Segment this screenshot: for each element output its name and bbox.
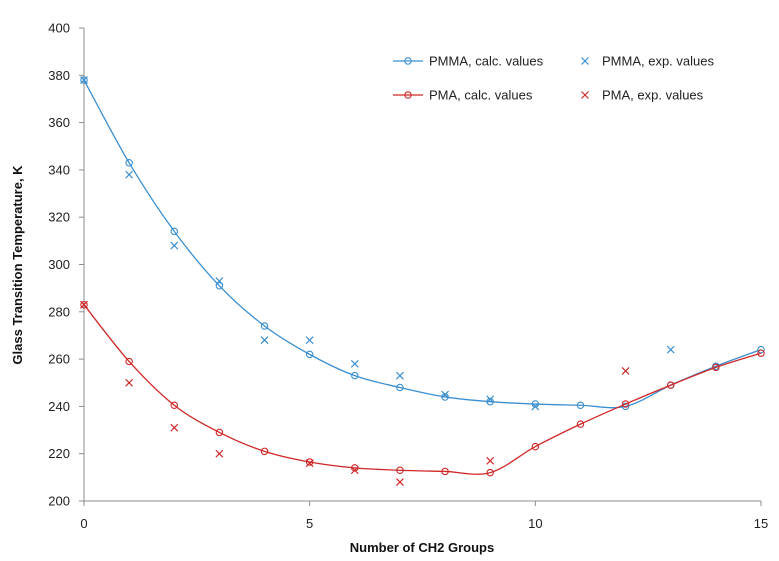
data-point-x	[125, 170, 134, 179]
data-point-circle	[712, 363, 720, 372]
data-point-x	[441, 390, 449, 399]
data-point-circle	[396, 466, 404, 475]
data-point-circle	[80, 300, 88, 309]
data-point-x	[125, 378, 134, 387]
legend-marker	[581, 91, 589, 99]
series-3	[80, 300, 765, 477]
data-point-circle	[757, 349, 765, 357]
data-point-circle	[531, 442, 540, 451]
x-tick-label: 5	[306, 516, 313, 531]
data-point-x	[350, 466, 359, 475]
data-point-x	[305, 336, 314, 345]
data-point-circle	[396, 383, 404, 392]
data-point-x	[396, 371, 404, 380]
data-point-x	[531, 402, 540, 411]
data-point-x	[396, 478, 404, 487]
data-point-x	[215, 277, 224, 285]
series-layer	[80, 76, 765, 487]
data-point-x	[621, 367, 630, 375]
legend-entry-2: PMMA, exp. values	[581, 54, 714, 69]
legend-label: PMA, exp. values	[602, 88, 704, 103]
y-tick-label: 360	[48, 115, 70, 130]
data-point-x	[486, 456, 495, 465]
data-point-x	[170, 241, 179, 250]
data-point-x	[170, 423, 179, 432]
series-line	[83, 304, 762, 475]
data-point-x	[486, 395, 495, 404]
data-point-circle	[215, 282, 224, 290]
data-point-circle	[757, 345, 765, 354]
y-tick-label: 340	[48, 162, 70, 177]
data-point-circle	[170, 227, 179, 236]
data-point-circle	[576, 401, 585, 409]
data-point-circle	[125, 357, 133, 366]
y-tick-label: 220	[48, 446, 70, 461]
axes-layer: 200 220 240 260 280 300 320 340 360 380 400 0 5 10 15	[48, 21, 768, 532]
data-point-x	[80, 76, 88, 84]
x-axis-title: Number of CH2 Groups	[350, 540, 494, 555]
data-point-x	[215, 449, 224, 458]
series-line	[83, 79, 762, 409]
data-point-circle	[215, 428, 224, 437]
y-tick-label: 400	[48, 21, 70, 36]
series-2	[80, 76, 675, 411]
legend-entry-4: PMA, exp. values	[581, 88, 704, 103]
data-point-circle	[351, 371, 359, 380]
legend-label: PMMA, exp. values	[602, 54, 714, 69]
legend-marker	[581, 57, 589, 65]
x-tick-label: 0	[80, 516, 87, 531]
data-point-circle	[621, 400, 630, 408]
y-axis-title: Glass Transition Temperature, K	[10, 165, 25, 365]
data-point-circle	[305, 350, 314, 359]
series-1	[80, 76, 765, 411]
data-point-circle	[170, 401, 179, 409]
data-point-circle	[80, 76, 88, 84]
data-point-circle	[125, 159, 133, 167]
legend-marker	[404, 91, 412, 99]
data-point-x	[666, 345, 675, 354]
data-point-circle	[441, 467, 449, 476]
data-point-x	[80, 300, 88, 309]
data-point-circle	[621, 402, 630, 411]
data-point-circle	[260, 322, 269, 330]
data-point-x	[350, 359, 359, 368]
data-point-circle	[260, 447, 269, 456]
data-point-circle	[305, 458, 314, 466]
legend-label: PMMA, calc. values	[429, 54, 544, 69]
x-tick-label: 10	[528, 516, 542, 531]
legend-entry-1: PMMA, calc. values	[393, 54, 544, 69]
data-point-circle	[666, 381, 675, 389]
series-4	[80, 300, 630, 487]
legend: PMMA, calc. values PMMA, exp. values PMA, …	[393, 54, 714, 103]
y-tick-label: 380	[48, 68, 70, 83]
legend-marker	[404, 57, 412, 65]
y-tick-label: 320	[48, 210, 70, 225]
data-point-circle	[486, 468, 494, 477]
x-tick-label: 15	[754, 516, 768, 531]
legend-label: PMA, calc. values	[429, 88, 533, 103]
data-point-x	[260, 336, 269, 345]
data-point-x	[305, 459, 314, 468]
legend-entry-3: PMA, calc. values	[393, 88, 533, 103]
y-tick-label: 240	[48, 399, 70, 414]
y-tick-label: 280	[48, 304, 70, 319]
y-tick-label: 260	[48, 352, 70, 367]
data-point-circle	[576, 420, 585, 428]
y-tick-label: 300	[48, 257, 70, 272]
y-tick-label: 200	[48, 494, 70, 509]
